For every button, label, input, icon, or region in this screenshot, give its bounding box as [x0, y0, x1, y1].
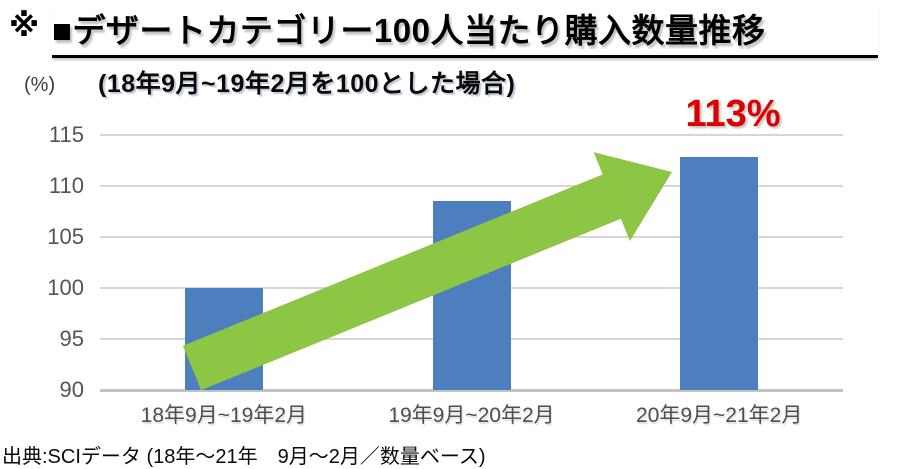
gridline	[100, 134, 843, 136]
x-tick-label: 18年9月~19年2月	[140, 404, 307, 427]
bar	[680, 157, 759, 390]
x-tick-label: 19年9月~20年2月	[388, 404, 555, 427]
chart-subtitle: (18年9月~19年2月を100とした場合)	[98, 70, 516, 98]
peak-value-label: 113%	[685, 93, 781, 135]
y-axis-unit-label: (%)	[24, 74, 56, 96]
y-tick-label: 110	[48, 173, 84, 198]
bar	[432, 201, 511, 390]
source-note: 出典:SCIデータ (18年～21年 9月～2月／数量ベース)	[2, 446, 486, 468]
bar	[184, 288, 263, 390]
y-tick-label: 90	[59, 377, 84, 402]
x-axis-baseline	[100, 389, 843, 392]
y-tick-label: 95	[59, 326, 84, 351]
y-tick-label: 115	[48, 122, 84, 147]
note-marker: ※	[9, 8, 40, 43]
page-title: ■デザートカテゴリー100人当たり購入数量推移	[52, 4, 878, 58]
y-tick-label: 100	[47, 275, 84, 300]
x-tick-label: 20年9月~21年2月	[635, 404, 803, 427]
y-tick-label: 105	[47, 224, 84, 249]
